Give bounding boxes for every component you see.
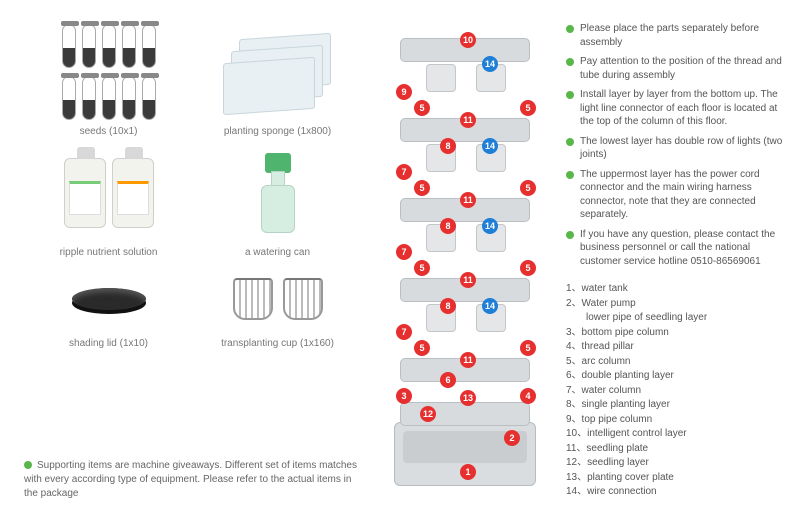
bottles-illustration	[64, 158, 154, 228]
assembly-notes: Please place the parts separately before…	[566, 22, 786, 268]
callout-13: 13	[460, 390, 476, 406]
cups-illustration	[233, 278, 323, 320]
item-cups: transplanting cup (1x160)	[193, 264, 362, 349]
legend-item: 4、thread pillar	[566, 340, 786, 355]
callout-10: 10	[460, 32, 476, 48]
legend-item: 10、intelligent control layer	[566, 427, 786, 442]
callout-7: 7	[396, 324, 412, 340]
callout-14: 14	[482, 56, 498, 72]
item-label: transplanting cup (1x160)	[193, 338, 362, 349]
legend-item: 12、seedling layer	[566, 456, 786, 471]
callout-7: 7	[396, 244, 412, 260]
note-item: Install layer by layer from the bottom u…	[566, 88, 786, 129]
callout-7: 7	[396, 164, 412, 180]
callout-5: 5	[414, 340, 430, 356]
note-item: Please place the parts separately before…	[566, 22, 786, 49]
callout-2: 2	[504, 430, 520, 446]
callout-5: 5	[520, 180, 536, 196]
item-sponge: planting sponge (1x800)	[193, 22, 362, 137]
callout-1: 1	[460, 464, 476, 480]
exploded-diagram: 1014955118147551181475511814755116341312…	[370, 0, 560, 511]
callout-11: 11	[460, 272, 476, 288]
callout-8: 8	[440, 298, 456, 314]
note-item: Pay attention to the position of the thr…	[566, 55, 786, 82]
item-nutrient: ripple nutrient solution	[24, 143, 193, 258]
callout-12: 12	[420, 406, 436, 422]
spray-illustration	[255, 153, 301, 233]
item-label: seeds (10x1)	[24, 126, 193, 137]
item-lid: shading lid (1x10)	[24, 264, 193, 349]
legend-item: 8、single planting layer	[566, 398, 786, 413]
callout-14: 14	[482, 138, 498, 154]
callout-6: 6	[440, 372, 456, 388]
parts-legend: 1、water tank2、Water pumplower pipe of se…	[566, 282, 786, 500]
note-item: The uppermost layer has the power cord c…	[566, 168, 786, 222]
item-wateringcan: a watering can	[193, 143, 362, 258]
callout-14: 14	[482, 298, 498, 314]
legend-item: 1、water tank	[566, 282, 786, 297]
item-label: shading lid (1x10)	[24, 338, 193, 349]
callout-5: 5	[414, 180, 430, 196]
legend-item: 3、bottom pipe column	[566, 326, 786, 341]
callout-4: 4	[520, 388, 536, 404]
legend-item: 9、top pipe column	[566, 413, 786, 428]
callout-5: 5	[520, 260, 536, 276]
item-label: ripple nutrient solution	[24, 247, 193, 258]
callout-8: 8	[440, 218, 456, 234]
sponge-illustration	[223, 36, 333, 108]
callout-14: 14	[482, 218, 498, 234]
legend-item: 14、wire connection	[566, 485, 786, 500]
callout-8: 8	[440, 138, 456, 154]
note-item: The lowest layer has double row of light…	[566, 135, 786, 162]
callout-5: 5	[520, 100, 536, 116]
accessories-grid: seeds (10x1) planting sponge (1x800) rip…	[0, 0, 370, 511]
callout-9: 9	[396, 84, 412, 100]
legend-item: 5、arc column	[566, 355, 786, 370]
callout-11: 11	[460, 112, 476, 128]
seeds-illustration	[62, 24, 156, 120]
legend-item: lower pipe of seedling layer	[566, 311, 786, 326]
legend-item: 7、water column	[566, 384, 786, 399]
footer-text: Supporting items are machine giveaways. …	[24, 460, 357, 499]
info-panel: Please place the parts separately before…	[560, 0, 800, 511]
item-label: planting sponge (1x800)	[193, 126, 362, 137]
legend-item: 11、seedling plate	[566, 442, 786, 457]
callout-11: 11	[460, 192, 476, 208]
legend-item: 13、planting cover plate	[566, 471, 786, 486]
pillar	[426, 64, 456, 92]
page: seeds (10x1) planting sponge (1x800) rip…	[0, 0, 800, 511]
lid-illustration	[72, 288, 146, 310]
item-seeds: seeds (10x1)	[24, 22, 193, 137]
legend-item: 6、double planting layer	[566, 369, 786, 384]
item-label: a watering can	[193, 247, 362, 258]
note-item: If you have any question, please contact…	[566, 228, 786, 269]
bullet-icon	[24, 461, 32, 469]
footer-note: Supporting items are machine giveaways. …	[24, 459, 364, 501]
callout-3: 3	[396, 388, 412, 404]
callout-5: 5	[414, 100, 430, 116]
callout-11: 11	[460, 352, 476, 368]
callout-5: 5	[414, 260, 430, 276]
legend-item: 2、Water pump	[566, 297, 786, 312]
callout-5: 5	[520, 340, 536, 356]
